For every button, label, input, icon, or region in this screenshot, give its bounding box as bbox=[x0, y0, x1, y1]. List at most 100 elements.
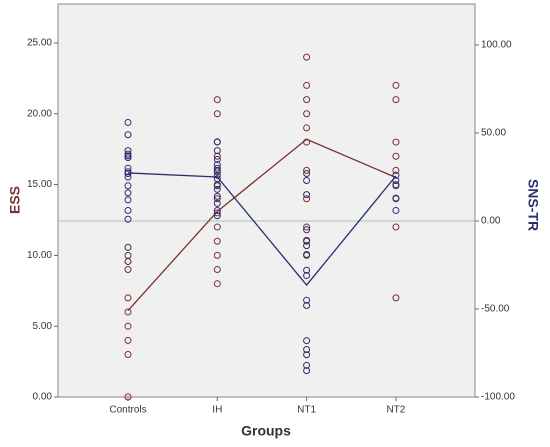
point bbox=[213, 171, 221, 179]
point bbox=[303, 236, 311, 244]
point bbox=[303, 169, 311, 177]
point bbox=[392, 182, 400, 190]
point bbox=[303, 361, 311, 369]
point bbox=[392, 138, 400, 146]
point bbox=[124, 257, 132, 265]
y2-axis-label: SNS-TR bbox=[525, 179, 541, 231]
point bbox=[213, 164, 221, 172]
y-tick-label: 5.00 bbox=[33, 321, 53, 332]
point bbox=[303, 226, 311, 234]
point bbox=[392, 206, 400, 214]
point bbox=[124, 131, 132, 139]
y-tick-label: 25.00 bbox=[27, 38, 52, 49]
point bbox=[213, 195, 221, 203]
point bbox=[124, 154, 132, 162]
point bbox=[303, 367, 311, 375]
point bbox=[392, 166, 400, 174]
point bbox=[303, 266, 311, 274]
point bbox=[303, 81, 311, 89]
point bbox=[392, 294, 400, 302]
point bbox=[124, 336, 132, 344]
y-tick-label: 10.00 bbox=[27, 250, 52, 261]
mean-line bbox=[127, 172, 397, 287]
point bbox=[303, 110, 311, 118]
point bbox=[213, 237, 221, 245]
point bbox=[124, 308, 132, 316]
point bbox=[213, 280, 221, 288]
point bbox=[213, 223, 221, 231]
point bbox=[303, 96, 311, 104]
point bbox=[392, 152, 400, 160]
point bbox=[124, 206, 132, 214]
y-axis-label: ESS bbox=[7, 186, 23, 214]
point bbox=[303, 272, 311, 280]
point bbox=[303, 296, 311, 304]
point bbox=[213, 96, 221, 104]
point bbox=[392, 81, 400, 89]
y-tick-label: 20.00 bbox=[27, 108, 52, 119]
point bbox=[303, 301, 311, 309]
point bbox=[124, 393, 132, 401]
y-tick-label: 15.00 bbox=[27, 179, 52, 190]
point bbox=[124, 189, 132, 197]
point bbox=[213, 175, 221, 183]
plot-area bbox=[57, 3, 476, 398]
x-tick-label: NT2 bbox=[386, 405, 405, 416]
x-axis-label: Groups bbox=[241, 423, 291, 439]
point bbox=[124, 322, 132, 330]
point bbox=[124, 351, 132, 359]
point bbox=[213, 266, 221, 274]
point bbox=[213, 138, 221, 146]
point bbox=[124, 196, 132, 204]
point bbox=[303, 124, 311, 132]
point bbox=[124, 215, 132, 223]
point bbox=[124, 266, 132, 274]
y2-tick-label: -50.00 bbox=[481, 304, 510, 315]
point bbox=[213, 110, 221, 118]
y2-tick-label: 0.00 bbox=[481, 216, 501, 227]
point bbox=[213, 209, 221, 217]
point bbox=[303, 177, 311, 185]
point bbox=[213, 251, 221, 259]
point bbox=[124, 294, 132, 302]
point bbox=[303, 223, 311, 231]
point bbox=[213, 206, 221, 214]
mean-line bbox=[127, 138, 397, 312]
point bbox=[124, 243, 132, 251]
x-tick-label: IH bbox=[212, 405, 222, 416]
point bbox=[303, 166, 311, 174]
point bbox=[303, 345, 311, 353]
point bbox=[303, 337, 311, 345]
point bbox=[392, 96, 400, 104]
point bbox=[213, 199, 221, 207]
point bbox=[213, 147, 221, 155]
point bbox=[392, 223, 400, 231]
point bbox=[213, 155, 221, 163]
point bbox=[213, 192, 221, 200]
point bbox=[124, 182, 132, 190]
point bbox=[124, 164, 132, 172]
point bbox=[303, 242, 311, 250]
point bbox=[303, 195, 311, 203]
point bbox=[213, 185, 221, 193]
point bbox=[124, 147, 132, 155]
y2-tick-label: 50.00 bbox=[481, 128, 506, 139]
point bbox=[392, 194, 400, 202]
point bbox=[303, 191, 311, 199]
point bbox=[392, 171, 400, 179]
point bbox=[124, 118, 132, 126]
point bbox=[303, 351, 311, 359]
point bbox=[213, 182, 221, 190]
point bbox=[303, 250, 311, 258]
y2-tick-label: -100.00 bbox=[481, 392, 515, 403]
point bbox=[213, 161, 221, 169]
point bbox=[303, 53, 311, 61]
point bbox=[213, 168, 221, 176]
y-tick-label: 0.00 bbox=[33, 392, 53, 403]
point bbox=[124, 173, 132, 181]
x-tick-label: Controls bbox=[109, 405, 146, 416]
point bbox=[213, 212, 221, 220]
y2-tick-label: 100.00 bbox=[481, 40, 512, 51]
